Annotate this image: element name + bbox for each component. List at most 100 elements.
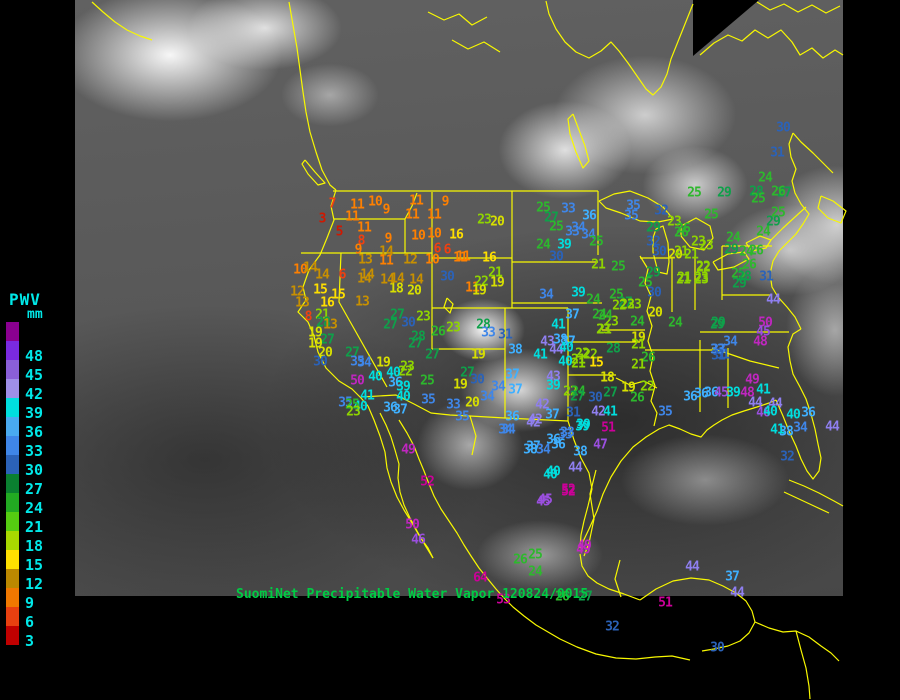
station-value: 14 bbox=[315, 267, 330, 283]
station-value: 14 bbox=[357, 271, 372, 287]
station-value: 51 bbox=[601, 420, 616, 436]
legend-swatch bbox=[5, 379, 19, 398]
station-value: 40 bbox=[559, 340, 574, 356]
black-border-bottom bbox=[0, 596, 900, 700]
station-value: 13 bbox=[323, 317, 338, 333]
station-value: 19 bbox=[490, 275, 505, 291]
station-value: 29 bbox=[710, 317, 725, 333]
station-value: 26 bbox=[749, 243, 764, 259]
station-value: 31 bbox=[770, 145, 785, 161]
map-border-line bbox=[469, 415, 477, 456]
station-value: 10 bbox=[293, 262, 308, 278]
station-value: 28 bbox=[737, 269, 752, 285]
map-border-line bbox=[639, 577, 756, 652]
legend-label: 42 bbox=[25, 384, 44, 403]
station-value: 13 bbox=[358, 252, 373, 268]
station-value: 23 bbox=[627, 297, 642, 313]
station-value: 25 bbox=[638, 275, 653, 291]
station-value: 23 bbox=[691, 234, 706, 250]
station-value: 11 bbox=[345, 209, 360, 225]
station-value: 25 bbox=[549, 219, 564, 235]
station-value: 34 bbox=[491, 379, 506, 395]
station-value: 41 bbox=[551, 317, 566, 333]
station-value: 33 bbox=[560, 425, 575, 441]
map-border-line bbox=[783, 491, 830, 514]
legend-scale: 48 45 42 39 36 33 30 27 24 21 18 15 12 9 6 3 bbox=[5, 322, 44, 650]
station-value: 21 bbox=[571, 356, 586, 372]
station-value: 28 bbox=[316, 315, 331, 331]
station-value: 44 bbox=[768, 396, 783, 412]
map-border-line bbox=[360, 394, 569, 422]
station-value: 27 bbox=[603, 385, 618, 401]
station-value: 38 bbox=[779, 424, 794, 440]
station-value: 27 bbox=[570, 389, 585, 405]
station-value: 13 bbox=[295, 295, 310, 311]
station-value: 30 bbox=[313, 354, 328, 370]
station-value: 27 bbox=[345, 345, 360, 361]
station-value: 30 bbox=[652, 244, 667, 260]
map-border-line bbox=[545, 0, 694, 96]
station-value: 30 bbox=[401, 315, 416, 331]
station-value: 14 bbox=[380, 272, 395, 288]
station-value: 46 bbox=[756, 405, 771, 421]
station-value: 31 bbox=[498, 327, 513, 343]
station-value: 29 bbox=[724, 242, 739, 258]
legend-title: PWV bbox=[9, 290, 41, 309]
legend-entry: 42 bbox=[5, 379, 43, 403]
station-value: 64 bbox=[473, 570, 488, 586]
station-value: 23 bbox=[346, 404, 361, 420]
legend-swatch bbox=[5, 607, 19, 626]
station-value: 35 bbox=[658, 404, 673, 420]
station-value: 25 bbox=[420, 373, 435, 389]
map-border-line bbox=[615, 377, 658, 389]
station-value: 35 bbox=[626, 198, 641, 214]
station-value: 18 bbox=[600, 370, 615, 386]
station-value: 30 bbox=[710, 640, 725, 656]
station-value: 21 bbox=[591, 257, 606, 273]
station-value: 36 bbox=[388, 375, 403, 391]
station-value: 37 bbox=[526, 439, 541, 455]
black-border-right bbox=[843, 0, 900, 700]
station-value: 24 bbox=[598, 308, 613, 324]
station-value: 26 bbox=[513, 552, 528, 568]
station-value: 52 bbox=[561, 484, 576, 500]
station-value: 24 bbox=[630, 314, 645, 330]
station-value: 37 bbox=[561, 334, 576, 350]
station-value: 48 bbox=[753, 334, 768, 350]
station-value: 33 bbox=[711, 342, 726, 358]
station-value: 22 bbox=[575, 346, 590, 362]
station-value: 25 bbox=[751, 191, 766, 207]
station-value: 24 bbox=[668, 315, 683, 331]
station-value: 26 bbox=[676, 221, 691, 237]
station-value: 37 bbox=[545, 407, 560, 423]
legend-swatch bbox=[5, 341, 19, 360]
map-border-line bbox=[817, 195, 847, 224]
station-value: 29 bbox=[732, 276, 747, 292]
station-value: 32 bbox=[780, 449, 795, 465]
station-value: 53 bbox=[496, 592, 511, 608]
map-border-line bbox=[91, 1, 153, 41]
station-value: 26 bbox=[555, 589, 570, 605]
station-value: 23 bbox=[667, 214, 682, 230]
station-value: 50 bbox=[350, 373, 365, 389]
station-value: 23 bbox=[477, 212, 492, 228]
station-value: 34 bbox=[793, 420, 808, 436]
legend-entry: 9 bbox=[5, 588, 43, 612]
station-value: 52 bbox=[561, 482, 576, 498]
legend-label: 27 bbox=[25, 479, 44, 498]
map-border-line bbox=[404, 192, 418, 220]
station-value: 36 bbox=[546, 432, 561, 448]
station-value: 44 bbox=[730, 585, 745, 601]
map-border-line bbox=[297, 189, 369, 407]
station-value: 14 bbox=[409, 272, 424, 288]
station-value: 27 bbox=[383, 317, 398, 333]
station-value: 11 bbox=[465, 280, 480, 296]
map-border-line bbox=[792, 132, 834, 174]
station-value: 20 bbox=[668, 247, 683, 263]
station-value: 39 bbox=[571, 285, 586, 301]
station-value: 40 bbox=[546, 464, 561, 480]
station-value: 21 bbox=[597, 322, 612, 338]
legend-swatch bbox=[5, 512, 19, 531]
map-border-line bbox=[775, 328, 822, 480]
